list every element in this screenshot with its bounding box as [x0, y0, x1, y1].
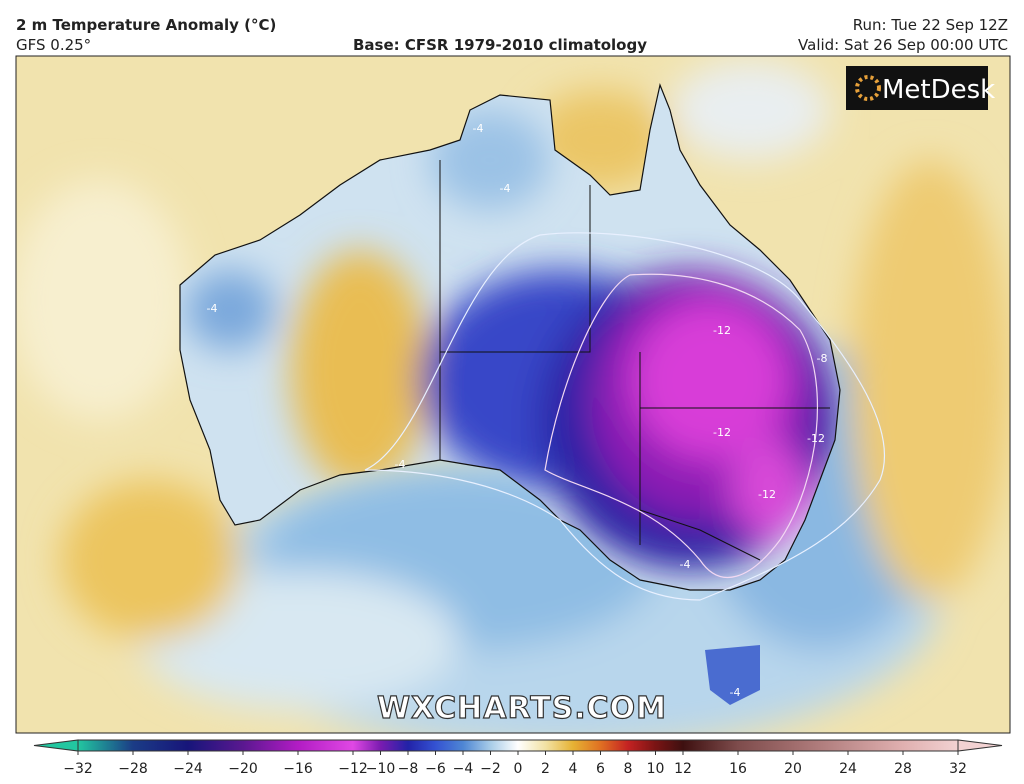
- map: MetDesk WXCHARTS.COM -4 -4 -4 -4 -4 -4 -8 -12 -1…: [16, 56, 1010, 733]
- title: 2 m Temperature Anomaly (°C): [16, 16, 276, 34]
- contour-line: [364, 232, 886, 601]
- contour-label: -12: [713, 324, 731, 337]
- colorbar-tick-label: −4: [453, 761, 474, 777]
- colorbar-tick-label: 4: [569, 761, 578, 777]
- contour-label: -4: [680, 558, 691, 571]
- contour-labels: -4 -4 -4 -4 -4 -4 -8 -12 -12 -12 -12: [207, 122, 828, 699]
- base-text: Base: CFSR 1979-2010 climatology: [353, 36, 647, 54]
- colorbar-tick-label: 0: [514, 761, 523, 777]
- contour-label: -12: [713, 426, 731, 439]
- colorbar-tick-label: 12: [674, 761, 692, 777]
- logo-icon: [855, 75, 881, 101]
- contour-label: -4: [730, 686, 741, 699]
- colorbar-tick-label: 32: [949, 761, 967, 777]
- contour-label: -4: [395, 458, 406, 471]
- colorbar-tick-label: 28: [894, 761, 912, 777]
- colorbar-tick-label: 24: [839, 761, 857, 777]
- colorbar-tick-label: 16: [729, 761, 747, 777]
- contour-label: -12: [807, 432, 825, 445]
- colorbar-tick-label: 2: [541, 761, 550, 777]
- colorbar-tick-label: −2: [480, 761, 501, 777]
- colorbar-tick-label: −24: [173, 761, 203, 777]
- contour-line: [544, 273, 819, 578]
- colorbar-tick-label: −28: [118, 761, 148, 777]
- colorbar-tick-label: −8: [398, 761, 419, 777]
- colorbar-arrow-left: [33, 739, 79, 752]
- logo-box: [846, 66, 988, 110]
- colorbar-arrow-right: [957, 739, 1003, 752]
- colorbar-tick-label: 20: [784, 761, 802, 777]
- colorbar-bar: [77, 739, 959, 752]
- run-time: Run: Tue 22 Sep 12Z: [853, 16, 1008, 34]
- colorbar-tick-label: −16: [283, 761, 313, 777]
- contour-label: -4: [207, 302, 218, 315]
- valid-time: Valid: Sat 26 Sep 00:00 UTC: [798, 36, 1008, 54]
- colorbar-tick-label: −6: [425, 761, 446, 777]
- contour-label: -4: [500, 182, 511, 195]
- state-border: [440, 185, 591, 353]
- tasmania: [705, 645, 760, 705]
- state-border: [639, 509, 761, 561]
- colorbar-tick-label: −20: [228, 761, 258, 777]
- colorbar-tick-label: 6: [596, 761, 605, 777]
- colorbar: −32 −28 −24 −20 −16 −12−10 −8 −6 −4 −2 0 2 4 6 8 10 12 16…: [33, 739, 1003, 777]
- model: GFS 0.25°: [16, 36, 91, 54]
- colorbar-tick-label: −12: [338, 761, 368, 777]
- map-frame: [15, 55, 1011, 734]
- contour-label: -4: [473, 122, 484, 135]
- watermark: WXCHARTS.COM: [377, 691, 667, 726]
- contour-label: -12: [758, 488, 776, 501]
- colorbar-tick-label: −32: [63, 761, 93, 777]
- colorbar-tick-label: −10: [366, 761, 396, 777]
- colorbar-tick-label: 10: [647, 761, 665, 777]
- colorbar-tick-label: 8: [624, 761, 633, 777]
- contour-label: -8: [817, 352, 828, 365]
- logo-text: MetDesk: [882, 75, 995, 105]
